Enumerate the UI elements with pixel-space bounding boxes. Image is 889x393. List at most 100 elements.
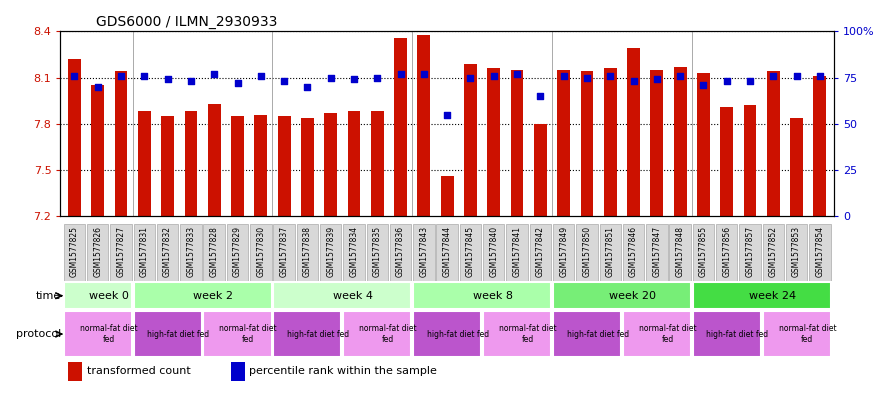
Bar: [185, 112, 197, 216]
Bar: [115, 72, 127, 216]
Text: week 24: week 24: [749, 291, 796, 301]
FancyBboxPatch shape: [156, 224, 179, 281]
Bar: [324, 113, 337, 216]
Text: GSM1577833: GSM1577833: [187, 226, 196, 277]
Text: high-fat diet fed: high-fat diet fed: [148, 330, 210, 338]
FancyBboxPatch shape: [483, 224, 504, 281]
Text: normal-fat diet
fed: normal-fat diet fed: [638, 324, 696, 344]
Text: GSM1577848: GSM1577848: [676, 226, 685, 277]
Bar: [371, 112, 384, 216]
Bar: [627, 48, 640, 216]
Point: [486, 73, 501, 79]
Point: [394, 71, 408, 77]
Text: GSM1577845: GSM1577845: [466, 226, 475, 277]
FancyBboxPatch shape: [483, 311, 551, 357]
Point: [813, 73, 827, 79]
Bar: [767, 72, 780, 216]
Text: GSM1577828: GSM1577828: [210, 226, 219, 277]
Bar: [487, 68, 501, 216]
Text: normal-fat diet
fed: normal-fat diet fed: [499, 324, 557, 344]
Text: GSM1577855: GSM1577855: [699, 226, 708, 277]
Text: transformed count: transformed count: [87, 366, 190, 376]
Bar: [68, 59, 81, 216]
FancyBboxPatch shape: [553, 283, 691, 309]
Text: GSM1577853: GSM1577853: [792, 226, 801, 277]
Bar: [230, 362, 244, 381]
FancyBboxPatch shape: [227, 224, 248, 281]
Text: GSM1577844: GSM1577844: [443, 226, 452, 277]
FancyBboxPatch shape: [274, 224, 295, 281]
Point: [440, 111, 454, 118]
Text: GSM1577835: GSM1577835: [372, 226, 381, 277]
Text: GSM1577847: GSM1577847: [653, 226, 661, 277]
FancyBboxPatch shape: [343, 224, 364, 281]
Bar: [277, 116, 291, 216]
Text: protocol: protocol: [16, 329, 61, 339]
Point: [627, 78, 641, 84]
Text: GSM1577830: GSM1577830: [256, 226, 265, 277]
Text: GSM1577838: GSM1577838: [303, 226, 312, 277]
Text: GSM1577846: GSM1577846: [629, 226, 638, 277]
Bar: [464, 64, 477, 216]
Point: [417, 71, 431, 77]
FancyBboxPatch shape: [250, 224, 271, 281]
Bar: [254, 114, 268, 216]
FancyBboxPatch shape: [553, 311, 621, 357]
FancyBboxPatch shape: [87, 224, 108, 281]
Bar: [348, 112, 360, 216]
Point: [230, 80, 244, 86]
Text: GSM1577825: GSM1577825: [70, 226, 79, 277]
Text: GSM1577841: GSM1577841: [513, 226, 522, 277]
FancyBboxPatch shape: [646, 224, 668, 281]
FancyBboxPatch shape: [809, 224, 830, 281]
Text: GSM1577856: GSM1577856: [722, 226, 732, 277]
Point: [207, 71, 221, 77]
FancyBboxPatch shape: [623, 311, 691, 357]
Text: percentile rank within the sample: percentile rank within the sample: [249, 366, 437, 376]
Point: [580, 74, 594, 81]
Bar: [418, 35, 430, 216]
Text: normal-fat diet
fed: normal-fat diet fed: [779, 324, 837, 344]
FancyBboxPatch shape: [320, 224, 341, 281]
Text: high-fat diet fed: high-fat diet fed: [566, 330, 629, 338]
FancyBboxPatch shape: [693, 283, 830, 309]
Text: normal-fat diet
fed: normal-fat diet fed: [220, 324, 277, 344]
Point: [696, 82, 710, 88]
Bar: [651, 70, 663, 216]
FancyBboxPatch shape: [64, 283, 132, 309]
Bar: [604, 68, 617, 216]
FancyBboxPatch shape: [507, 224, 528, 281]
FancyBboxPatch shape: [530, 224, 551, 281]
Text: GSM1577834: GSM1577834: [349, 226, 358, 277]
Text: high-fat diet fed: high-fat diet fed: [287, 330, 349, 338]
Point: [253, 73, 268, 79]
Bar: [301, 118, 314, 216]
Bar: [534, 124, 547, 216]
FancyBboxPatch shape: [204, 311, 271, 357]
Point: [463, 74, 477, 81]
Point: [68, 73, 82, 79]
FancyBboxPatch shape: [576, 224, 597, 281]
Text: GSM1577840: GSM1577840: [489, 226, 498, 277]
Point: [161, 76, 175, 83]
Text: week 0: week 0: [89, 291, 128, 301]
FancyBboxPatch shape: [297, 224, 318, 281]
Text: week 20: week 20: [609, 291, 656, 301]
Bar: [441, 176, 453, 216]
Point: [510, 71, 525, 77]
Point: [743, 78, 757, 84]
Text: GSM1577832: GSM1577832: [163, 226, 172, 277]
Text: normal-fat diet
fed: normal-fat diet fed: [80, 324, 137, 344]
FancyBboxPatch shape: [366, 224, 388, 281]
FancyBboxPatch shape: [64, 224, 85, 281]
Point: [719, 78, 733, 84]
Text: GSM1577829: GSM1577829: [233, 226, 242, 277]
FancyBboxPatch shape: [343, 311, 412, 357]
Text: time: time: [36, 291, 61, 301]
Bar: [720, 107, 733, 216]
Point: [650, 76, 664, 83]
Point: [789, 73, 804, 79]
Text: week 2: week 2: [193, 291, 233, 301]
Text: normal-fat diet
fed: normal-fat diet fed: [359, 324, 417, 344]
FancyBboxPatch shape: [413, 311, 481, 357]
